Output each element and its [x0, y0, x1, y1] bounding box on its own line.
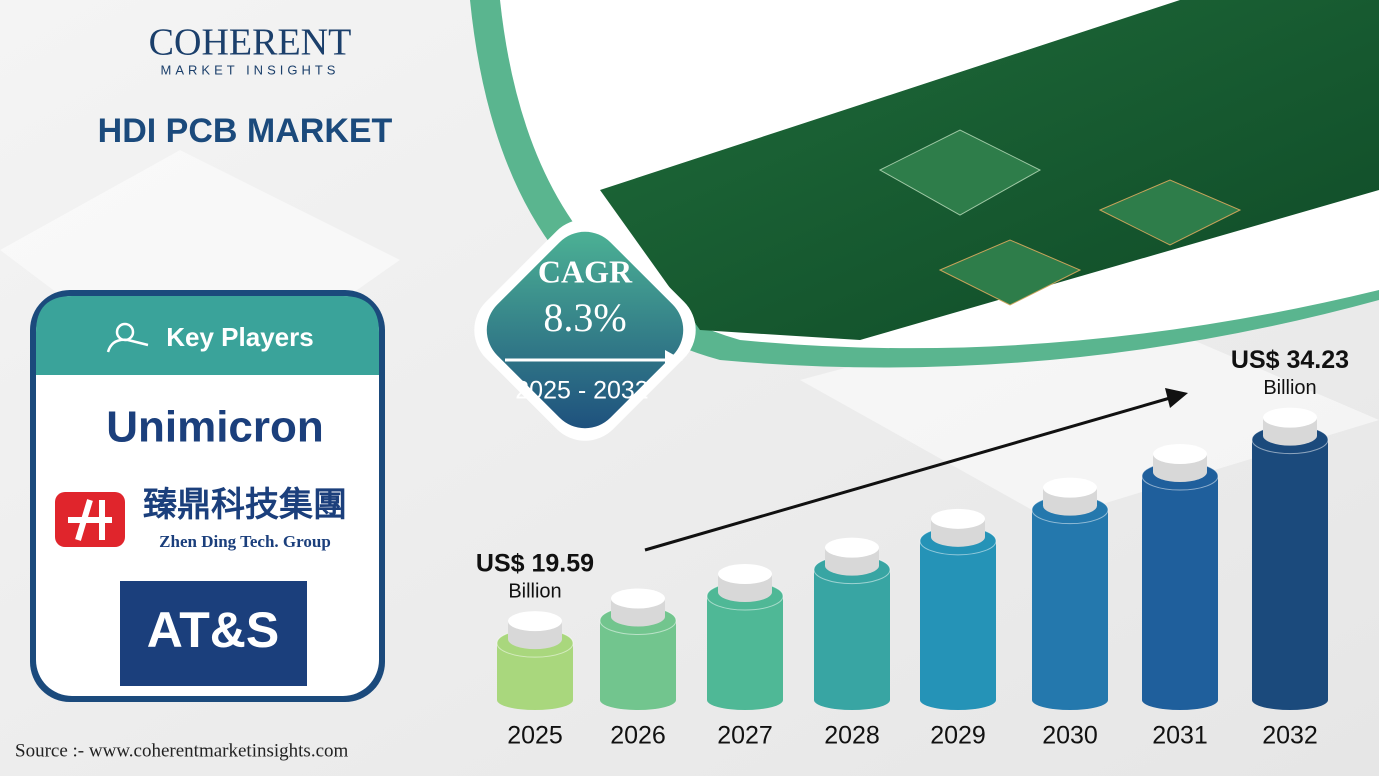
player: AT&S [147, 602, 279, 658]
bar-cap [931, 508, 985, 529]
logo: COHERENT [149, 22, 352, 64]
x-tick-label: 2028 [824, 722, 880, 750]
trend-arrowhead [1165, 388, 1188, 408]
x-tick-label: 2025 [507, 722, 563, 750]
unit-label: Billion [508, 580, 561, 602]
x-tick-label: 2031 [1152, 722, 1208, 750]
zdt-logo-mark [68, 499, 112, 541]
x-tick-label: 2029 [930, 722, 986, 750]
bar [1142, 476, 1218, 700]
bar-cap [611, 588, 665, 609]
bar [920, 540, 996, 700]
x-tick-label: 2027 [717, 722, 773, 750]
bar-cap [508, 611, 562, 632]
pcb-chip [938, 239, 1082, 306]
player: 臻鼎科技集團 [143, 486, 347, 524]
players-header [36, 296, 379, 375]
bar [1252, 439, 1328, 700]
value-label: US$ 34.23 [1231, 346, 1349, 374]
cagr-label: CAGR [538, 253, 633, 289]
trend-arrow [644, 396, 1171, 552]
bar-cap [1263, 407, 1317, 428]
cagr-arrowhead [665, 350, 683, 370]
bar-cap [718, 564, 772, 585]
source: Source :- www.coherentmarketinsights.com [15, 740, 349, 761]
ats-box [120, 581, 307, 686]
value-label: US$ 19.59 [476, 550, 594, 578]
logo-sub: MARKET INSIGHTS [161, 62, 340, 77]
bar [1032, 509, 1108, 700]
x-tick-label: 2032 [1262, 722, 1318, 750]
players-icon [106, 338, 149, 353]
bar [814, 569, 890, 700]
x-tick-label: 2026 [610, 722, 666, 750]
decor [0, 150, 400, 400]
pcb-chip [878, 129, 1042, 216]
player-subtitle: Zhen Ding Tech. Group [159, 532, 331, 551]
bar-cap [825, 537, 879, 558]
bar [707, 596, 783, 700]
cagr-diamond [486, 231, 684, 429]
unit-label: Billion [1263, 377, 1316, 399]
pcb-chip [1098, 179, 1242, 246]
cagr-period: 2025 - 2032 [515, 377, 648, 405]
x-tick-label: 2030 [1042, 722, 1098, 750]
title: HDI PCB MARKET [98, 112, 393, 150]
bar-cap [1043, 477, 1097, 498]
cagr-value: 8.3% [543, 295, 626, 340]
player: Unimicron [106, 403, 324, 452]
players-title: Key Players [166, 322, 313, 352]
bar-cap [1153, 444, 1207, 465]
